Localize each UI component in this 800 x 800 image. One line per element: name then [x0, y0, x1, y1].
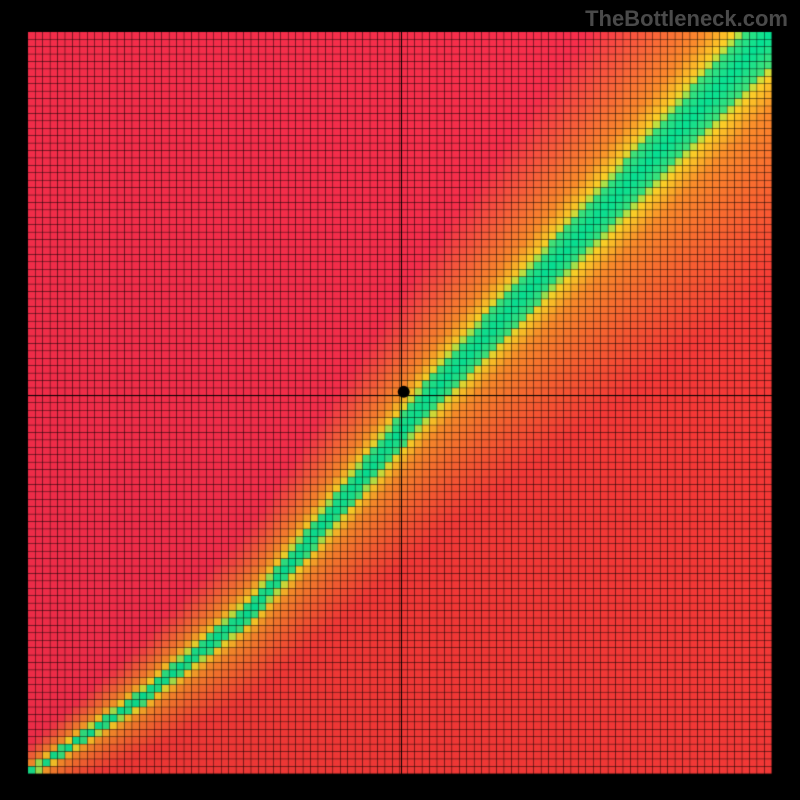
bottleneck-heatmap	[0, 0, 800, 800]
watermark-text: TheBottleneck.com	[585, 6, 788, 32]
chart-container: TheBottleneck.com	[0, 0, 800, 800]
